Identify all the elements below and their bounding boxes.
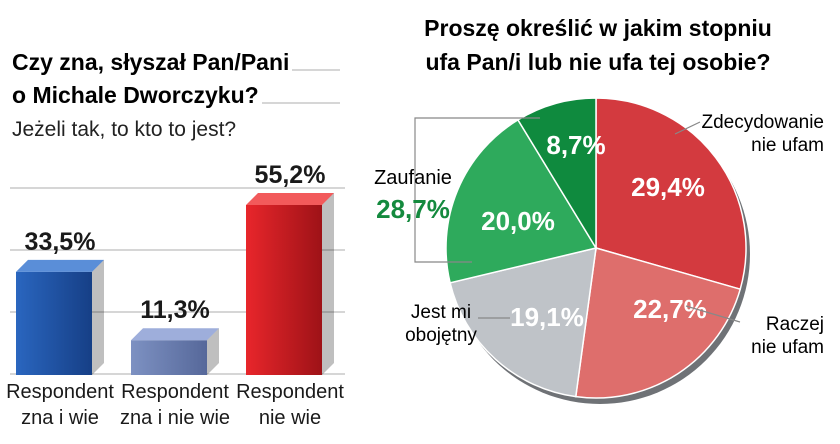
decydowanie-label-line2: nie ufam xyxy=(751,135,824,156)
raczej-callout-line xyxy=(685,305,741,323)
bar xyxy=(131,340,207,375)
pie-slice xyxy=(516,97,597,251)
bar-side-face xyxy=(322,193,334,375)
zaufanie-group-label: Zaufanie xyxy=(374,167,452,189)
bar-category-label: zna i wie xyxy=(21,407,99,429)
pie-slice xyxy=(445,118,598,284)
pie-chart xyxy=(445,97,750,404)
pie-chart-title-line2: ufa Pan/i lub nie ufa tej osobie? xyxy=(425,49,770,75)
bar xyxy=(16,271,92,375)
bar-category-label: Respondent xyxy=(121,381,229,403)
bar-side-face xyxy=(207,328,219,375)
left-chart-subtitle: Jeżeli tak, to kto to jest? xyxy=(12,118,236,141)
obojetny-label-line2: obojętny xyxy=(405,325,477,346)
bar-category-label: Respondent xyxy=(236,381,344,403)
decydowanie-callout-line xyxy=(674,121,701,135)
pie-slice xyxy=(574,247,742,399)
bar-chart-labels: 33,5% Respondent zna i wie 11,3% Respondent z… xyxy=(6,161,344,429)
bar-value-label: 55,2% xyxy=(255,161,326,189)
bar-value-label: 33,5% xyxy=(25,228,96,256)
decydowanie-label-line1: Zdecydowanie xyxy=(701,112,824,133)
bar xyxy=(246,205,322,375)
bar-category-label: zna i nie wie xyxy=(120,407,230,429)
bar-chart-bars xyxy=(16,193,334,375)
zaufanie-bracket-line xyxy=(414,117,540,263)
bar-top-face xyxy=(246,193,334,205)
raczej-label-line1: Raczej xyxy=(766,314,824,335)
pie-slice-value-label: 19,1% xyxy=(510,302,584,332)
bar-value-label: 11,3% xyxy=(140,296,210,324)
pie-slice-value-label: 20,0% xyxy=(481,206,555,236)
pie-chart-labels: 29,4%22,7%19,1%20,0%8,7% xyxy=(481,130,707,332)
pie-callout-lines xyxy=(414,117,741,323)
bar-side-face xyxy=(92,259,104,375)
bar-category-label: nie wie xyxy=(259,407,321,429)
bar-category-label: Respondent xyxy=(6,381,114,403)
obojetny-label-line1: Jest mi xyxy=(411,302,471,323)
pie-slice-value-label: 29,4% xyxy=(631,172,705,202)
pie-slice xyxy=(595,97,747,291)
left-chart-title-line1: Czy zna, słyszał Pan/Pani xyxy=(12,49,289,75)
bar-top-face xyxy=(16,259,104,272)
zaufanie-group-value: 28,7% xyxy=(376,194,450,224)
raczej-label-line2: nie ufam xyxy=(751,337,824,358)
left-chart-title-line2: o Michale Dworczyku? xyxy=(12,82,259,108)
pie-slice-value-label: 8,7% xyxy=(546,130,605,160)
bar-top-face xyxy=(131,328,219,341)
pie-slice xyxy=(449,247,597,398)
pie-chart-title-line1: Proszę określić w jakim stopniu xyxy=(424,15,772,41)
